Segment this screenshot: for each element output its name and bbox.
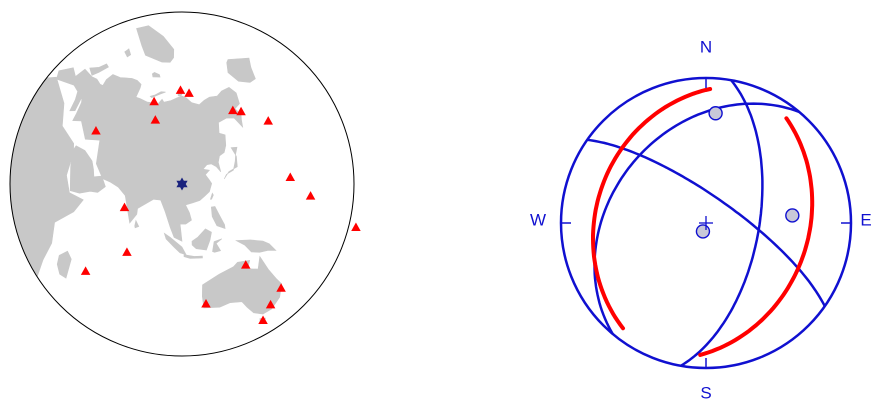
axis-t-marker [785, 208, 800, 223]
station-triangle [119, 202, 130, 212]
station-triangle [228, 105, 238, 115]
south-label: S [700, 383, 711, 402]
land-philippines [210, 206, 226, 229]
direction-ticks [561, 78, 851, 368]
west-label: W [530, 210, 546, 229]
aux-arcs [591, 87, 815, 357]
stations [80, 85, 361, 324]
station-triangle [175, 85, 186, 94]
station-triangle [149, 96, 159, 106]
land-borneo [191, 228, 212, 251]
axis-p-marker [708, 106, 723, 121]
station-triangle [285, 172, 296, 181]
land-newguinea [235, 239, 277, 253]
land-asia [56, 67, 244, 242]
station-triangle [122, 247, 132, 256]
land-svalbard [151, 72, 161, 78]
land-srilanka [134, 219, 140, 229]
station-triangle [276, 283, 286, 292]
station-triangle [184, 88, 194, 97]
land-greenland [136, 25, 175, 63]
globe-outline [9, 11, 355, 357]
station-triangle [91, 126, 101, 135]
principal-axes [695, 106, 800, 239]
station-triangle [201, 298, 211, 308]
red-arc-east [698, 116, 815, 357]
land-novaya [149, 91, 166, 98]
epicenter [176, 177, 188, 191]
station-triangle [351, 222, 361, 232]
star-icon [176, 177, 188, 191]
axis-n-marker [695, 224, 711, 239]
red-arc-west [591, 87, 713, 331]
station-triangle [258, 315, 268, 324]
land-sulawesi [212, 238, 223, 253]
station-triangle [80, 266, 91, 275]
nodal-plane [680, 79, 764, 367]
land-sumatra [163, 232, 187, 256]
station-triangle [263, 116, 273, 125]
land-japan [223, 146, 238, 180]
land-madagascar [56, 250, 72, 279]
station-triangle [265, 299, 276, 309]
station-triangle [305, 191, 316, 200]
station-triangle [240, 260, 251, 269]
land-taiwan [209, 192, 214, 200]
north-label: N [700, 37, 712, 56]
east-label: E [860, 210, 871, 229]
land-iceland [124, 48, 132, 58]
land-arabia [69, 145, 106, 194]
land-alaska [226, 57, 256, 83]
station-triangle [150, 115, 161, 124]
station-triangle [236, 106, 246, 116]
land-java [183, 254, 203, 259]
land-britain [89, 63, 109, 76]
nodal-plane [593, 102, 800, 335]
